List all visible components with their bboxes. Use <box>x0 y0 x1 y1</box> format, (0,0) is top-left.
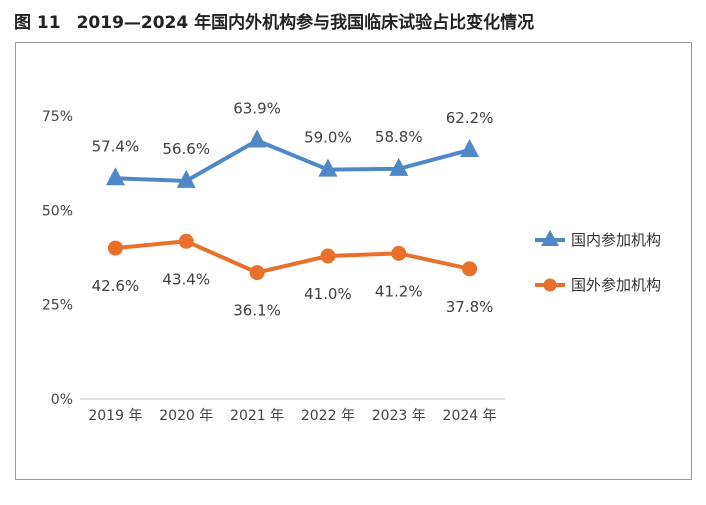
chart-series: 57.4% 56.6% 63.9% 59.0% 58.8% 62.2% 42.6% 43.4%… <box>92 100 494 320</box>
x-tick-label: 2021 年 <box>230 408 284 424</box>
x-tick-label: 2024 年 <box>443 408 497 424</box>
y-tick-label: 25% <box>42 298 73 314</box>
data-label: 41.0% <box>304 285 352 303</box>
y-tick-label: 75% <box>42 109 73 125</box>
x-tick-label: 2023 年 <box>372 408 426 424</box>
data-point-circle <box>249 265 265 281</box>
data-point-triangle <box>318 158 338 177</box>
data-point-circle <box>462 261 478 277</box>
legend-marker-circle <box>543 278 557 292</box>
data-label: 59.0% <box>304 129 352 147</box>
y-tick-label: 0% <box>51 392 73 408</box>
data-point-circle <box>178 233 194 249</box>
data-label: 63.9% <box>233 100 281 118</box>
series-line <box>115 239 471 275</box>
legend-label: 国内参加机构 <box>571 231 661 249</box>
legend-label: 国外参加机构 <box>571 276 661 294</box>
data-point-triangle <box>460 138 480 157</box>
data-point-circle <box>391 245 407 261</box>
data-label: 41.2% <box>375 282 423 300</box>
series-2: 42.6% 43.4% 36.1% 41.0% 41.2% 37.8% <box>92 233 494 320</box>
series-1: 57.4% 56.6% 63.9% 59.0% 58.8% 62.2% <box>92 100 494 188</box>
figure-title-text: 2019—2024 年国内外机构参与我国临床试验占比变化情况 <box>76 13 535 33</box>
data-label: 58.8% <box>375 128 423 146</box>
figure-number: 图 11 <box>14 13 61 33</box>
data-label: 57.4% <box>92 137 140 155</box>
legend-item-1: 国内参加机构 <box>535 230 661 249</box>
data-label: 62.2% <box>446 109 494 127</box>
data-label: 56.6% <box>162 140 210 158</box>
data-point-circle <box>107 240 123 256</box>
data-point-triangle <box>247 129 267 148</box>
legend-marker-triangle <box>541 230 559 246</box>
data-label: 42.6% <box>92 277 140 295</box>
data-point-triangle <box>105 167 125 186</box>
data-point-triangle <box>176 169 196 188</box>
legend-item-2: 国外参加机构 <box>535 276 661 294</box>
chart-frame <box>15 42 692 480</box>
y-tick-label: 50% <box>42 203 73 219</box>
series-line <box>115 138 471 183</box>
chart-axes: 0% 25% 50% 75% 2019 年 2020 年 2021 年 2022 年 2023 … <box>42 109 505 424</box>
data-point-circle <box>320 248 336 264</box>
x-tick-label: 2022 年 <box>301 408 355 424</box>
data-label: 37.8% <box>446 298 494 316</box>
figure-title: 图 11 2019—2024 年国内外机构参与我国临床试验占比变化情况 <box>14 8 534 33</box>
data-label: 43.4% <box>162 270 210 288</box>
x-tick-label: 2019 年 <box>88 408 142 424</box>
data-label: 36.1% <box>233 302 281 320</box>
data-point-triangle <box>389 157 409 176</box>
x-tick-label: 2020 年 <box>159 408 213 424</box>
